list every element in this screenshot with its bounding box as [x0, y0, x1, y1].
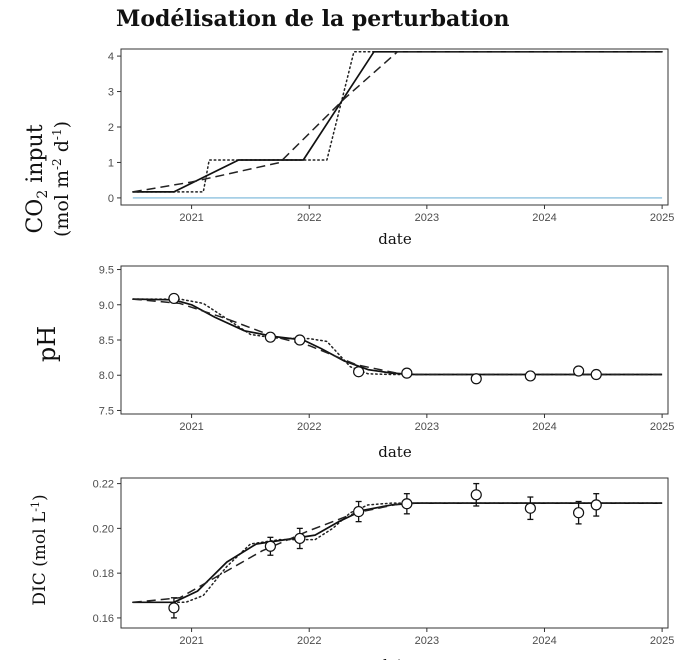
- co2-x-tick-label: 2023: [415, 212, 439, 224]
- ph-x-tick-label: 2022: [297, 421, 321, 433]
- ph-y-tick-label: 7.5: [99, 405, 114, 417]
- ph-data-point: [401, 367, 413, 379]
- co2-y-tick-label: 2: [108, 122, 114, 134]
- dic-data-point: [294, 532, 306, 545]
- dic-data-point: [590, 499, 602, 511]
- co2-y-tick-label: 1: [108, 157, 114, 169]
- co2-y-axis-title: CO2 input (mol m-2 d-1): [23, 121, 73, 237]
- ph-data-point: [524, 370, 536, 382]
- dic-series-dotted: [132, 502, 663, 604]
- co2-x-tick-label: 2022: [297, 212, 321, 224]
- co2-x-tick-label: 2024: [532, 212, 556, 224]
- co2-series-dashed: [132, 51, 663, 193]
- ph-y-tick-label: 9.0: [99, 300, 114, 312]
- co2-y-tick-label: 4: [108, 51, 114, 63]
- ph-data-point: [572, 365, 585, 377]
- dic-x-axis-title: date: [378, 656, 412, 660]
- co2-series-solid: [132, 50, 663, 193]
- ph-x-tick-label: 2023: [415, 421, 439, 433]
- svg-text:(mol m-2 d-1): (mol m-2 d-1): [50, 121, 73, 237]
- ph-plot-area: [120, 265, 669, 415]
- co2-x-tick-label: 2021: [179, 212, 203, 224]
- dic-y-tick-label: 0.18: [93, 568, 114, 580]
- dic-y-tick-label: 0.22: [93, 479, 114, 491]
- ph-series-dotted: [132, 298, 663, 376]
- dic-x-tick-label: 2024: [532, 635, 556, 647]
- ph-y-tick-label: 8.0: [99, 370, 114, 382]
- dic-chart: 2021 2022 2023 2024 2025 0.16 0.18 0.20 0.22 dat…: [29, 477, 674, 660]
- ph-data-point: [470, 373, 482, 385]
- dic-x-tick-label: 2023: [415, 635, 439, 647]
- co2-panel-border: [120, 48, 669, 206]
- dic-data-point: [401, 498, 413, 510]
- svg-text:CO2 input: CO2 input: [23, 124, 51, 233]
- co2-plot-area: [120, 48, 669, 206]
- dic-data-point: [264, 540, 276, 552]
- ph-panel-border: [120, 265, 669, 415]
- dic-data-point: [470, 489, 482, 501]
- ph-y-axis-title: pH: [33, 326, 61, 362]
- dic-series-solid: [132, 502, 663, 604]
- co2-input-chart: 2021 2022 2023 2024 2025 0 1 2 3 4 date CO2 input…: [23, 48, 674, 248]
- ph-y-tick-label: 8.5: [99, 335, 114, 347]
- co2-series-dotted: [132, 51, 663, 193]
- dic-data-point: [353, 505, 365, 518]
- co2-x-tick-label: 2025: [650, 212, 674, 224]
- ph-x-axis-title: date: [378, 443, 412, 461]
- ph-y-tick-label: 9.5: [99, 265, 114, 277]
- dic-y-axis-title: DIC (mol L-1): [29, 494, 50, 605]
- dic-x-tick-label: 2021: [179, 635, 203, 647]
- co2-y-tick-label: 3: [108, 87, 114, 99]
- co2-y-tick-label: 0: [108, 193, 114, 205]
- figure-title: Modélisation de la perturbation: [116, 6, 510, 32]
- dic-y-tick-label: 0.20: [93, 523, 114, 535]
- ph-data-point: [353, 366, 365, 378]
- ph-x-tick-label: 2024: [532, 421, 556, 433]
- dic-series-dashed: [132, 502, 663, 604]
- dic-panel-border: [120, 477, 669, 629]
- dic-data-point: [572, 507, 585, 519]
- dic-x-tick-label: 2022: [297, 635, 321, 647]
- dic-x-tick-label: 2025: [650, 635, 674, 647]
- ph-series-solid: [132, 298, 663, 376]
- ph-data-point: [264, 331, 276, 343]
- ph-x-tick-label: 2025: [650, 421, 674, 433]
- co2-x-axis-title: date: [378, 230, 412, 248]
- ph-data-point: [168, 292, 180, 305]
- dic-data-point: [168, 602, 180, 614]
- dic-y-tick-label: 0.16: [93, 613, 114, 625]
- dic-plot-area: [120, 477, 669, 629]
- ph-x-tick-label: 2021: [179, 421, 203, 433]
- ph-data-point: [294, 334, 306, 346]
- ph-series-dashed: [132, 298, 663, 376]
- ph-chart: 2021 2022 2023 2024 2025 7.5 8.0 8.5 9.0 9.5 date…: [33, 265, 674, 461]
- ph-data-point: [590, 368, 602, 381]
- dic-data-point: [524, 502, 536, 514]
